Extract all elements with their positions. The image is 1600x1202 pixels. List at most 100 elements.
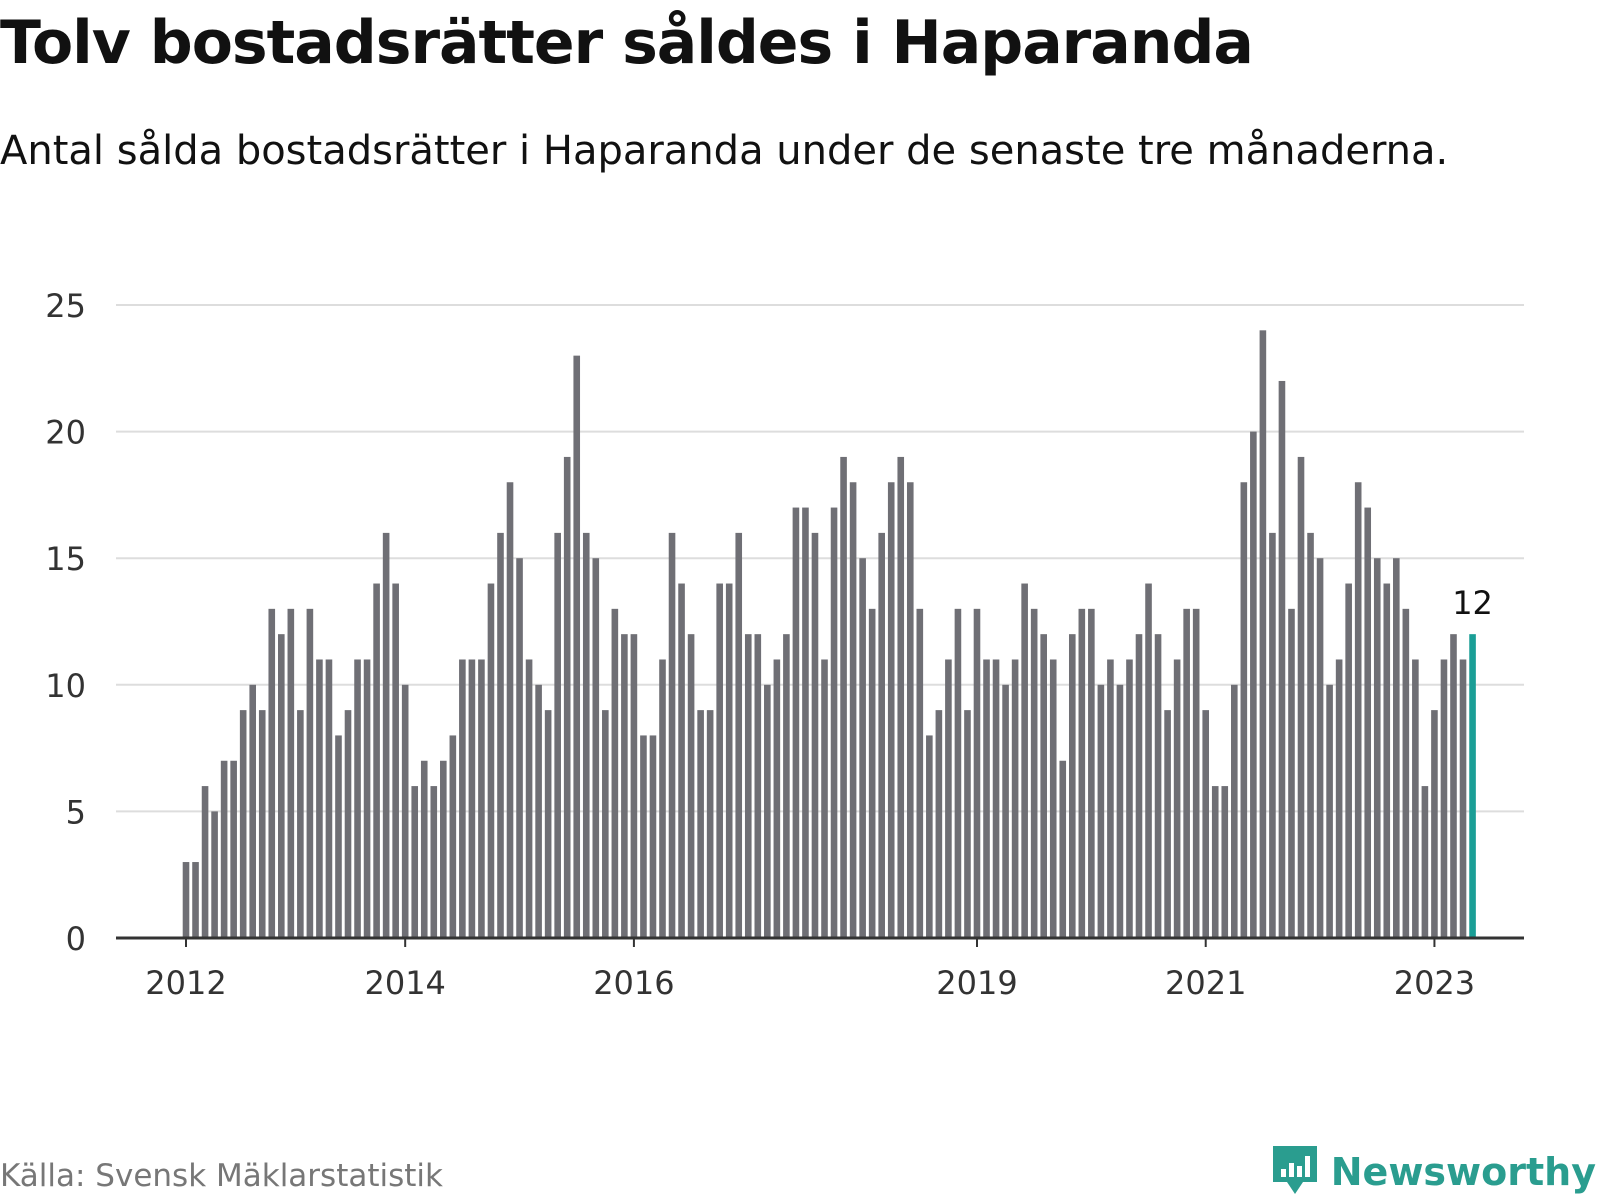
bar xyxy=(983,659,990,938)
bar xyxy=(278,634,285,938)
bar xyxy=(859,558,866,938)
x-tick-label: 2016 xyxy=(593,964,674,1002)
bar xyxy=(239,710,247,938)
bar xyxy=(411,786,419,938)
bar xyxy=(1402,608,1410,938)
y-axis-tick-labels: 0 5 10 15 20 25 xyxy=(45,287,86,958)
bar xyxy=(506,482,514,938)
bar xyxy=(602,710,609,938)
bar xyxy=(182,862,190,938)
bar xyxy=(1231,684,1238,938)
bar xyxy=(1297,456,1305,938)
bar xyxy=(1192,608,1200,938)
bar xyxy=(306,608,314,938)
bar xyxy=(525,659,533,938)
bar xyxy=(249,684,257,938)
bar xyxy=(649,735,657,938)
bar xyxy=(1421,786,1429,938)
bar xyxy=(1183,608,1190,938)
bar xyxy=(1364,507,1372,938)
bar xyxy=(1202,710,1210,938)
bar xyxy=(1450,634,1457,938)
bar xyxy=(1373,558,1381,938)
bar xyxy=(964,710,971,938)
bar xyxy=(678,583,685,938)
bar xyxy=(1088,608,1095,938)
bar xyxy=(1107,659,1114,938)
bar xyxy=(1335,659,1343,938)
bar-chart: 0 5 10 15 20 25 2012 2014 2016 2019 2021 2023 12 xyxy=(45,287,1524,1002)
bar xyxy=(849,482,857,938)
bar xyxy=(459,659,466,938)
bar xyxy=(582,532,590,938)
bar xyxy=(1040,634,1047,938)
bar xyxy=(573,355,581,938)
bar xyxy=(1240,482,1248,938)
bar xyxy=(1030,608,1038,938)
bar xyxy=(363,659,371,938)
bar xyxy=(916,608,924,938)
chart-title: Tolv bostadsrätter såldes i Haparanda xyxy=(0,8,1254,78)
bar xyxy=(744,634,752,938)
bar xyxy=(973,608,981,938)
x-tick-label: 2023 xyxy=(1394,964,1475,1002)
bar xyxy=(792,507,800,938)
bar xyxy=(1259,330,1267,938)
highlight-value-label: 12 xyxy=(1452,584,1493,622)
bar xyxy=(630,634,638,938)
bar xyxy=(1250,431,1257,938)
bar xyxy=(1326,684,1333,938)
bar xyxy=(1126,659,1133,938)
bar xyxy=(640,735,647,938)
bar xyxy=(316,659,323,938)
bar xyxy=(1002,684,1009,938)
bar xyxy=(687,634,695,938)
newsworthy-chart-logo-icon xyxy=(1272,1146,1317,1194)
bar xyxy=(668,532,676,938)
bar xyxy=(201,786,209,938)
bar xyxy=(878,532,885,938)
x-tick-label: 2012 xyxy=(145,964,226,1002)
bar xyxy=(935,710,943,938)
bar xyxy=(725,583,733,938)
bar xyxy=(230,760,237,938)
y-tick-label: 20 xyxy=(45,414,86,452)
y-tick-label: 10 xyxy=(45,667,86,705)
bars xyxy=(182,330,1476,939)
bar xyxy=(563,456,571,938)
bar xyxy=(420,760,428,938)
bar xyxy=(897,456,905,938)
bar xyxy=(382,532,390,938)
bar xyxy=(1459,659,1467,938)
bar xyxy=(830,507,838,938)
bar xyxy=(621,634,628,938)
bar xyxy=(1440,659,1448,938)
bar xyxy=(544,710,552,938)
bar xyxy=(840,456,847,938)
bar xyxy=(773,659,781,938)
bar xyxy=(258,710,266,938)
y-tick-label: 5 xyxy=(66,793,86,831)
bar xyxy=(220,760,228,938)
bar xyxy=(268,608,276,938)
bar xyxy=(1211,786,1219,938)
bar xyxy=(1145,583,1152,938)
bar xyxy=(297,710,304,938)
bar xyxy=(1278,380,1286,939)
bar xyxy=(401,684,409,938)
x-tick-label: 2014 xyxy=(364,964,445,1002)
x-tick-label: 2021 xyxy=(1165,964,1246,1002)
bar xyxy=(811,532,819,938)
bar xyxy=(449,735,457,938)
x-axis-tick-labels: 2012 2014 2016 2019 2021 2023 xyxy=(145,964,1475,1002)
bar xyxy=(1345,583,1352,938)
bar xyxy=(468,659,476,938)
bar xyxy=(440,760,447,938)
bar xyxy=(373,583,380,938)
bar xyxy=(1221,786,1229,938)
bar xyxy=(1135,634,1143,938)
bar xyxy=(1431,710,1438,938)
bar xyxy=(783,634,790,938)
bar xyxy=(706,710,714,938)
bar xyxy=(1164,710,1171,938)
